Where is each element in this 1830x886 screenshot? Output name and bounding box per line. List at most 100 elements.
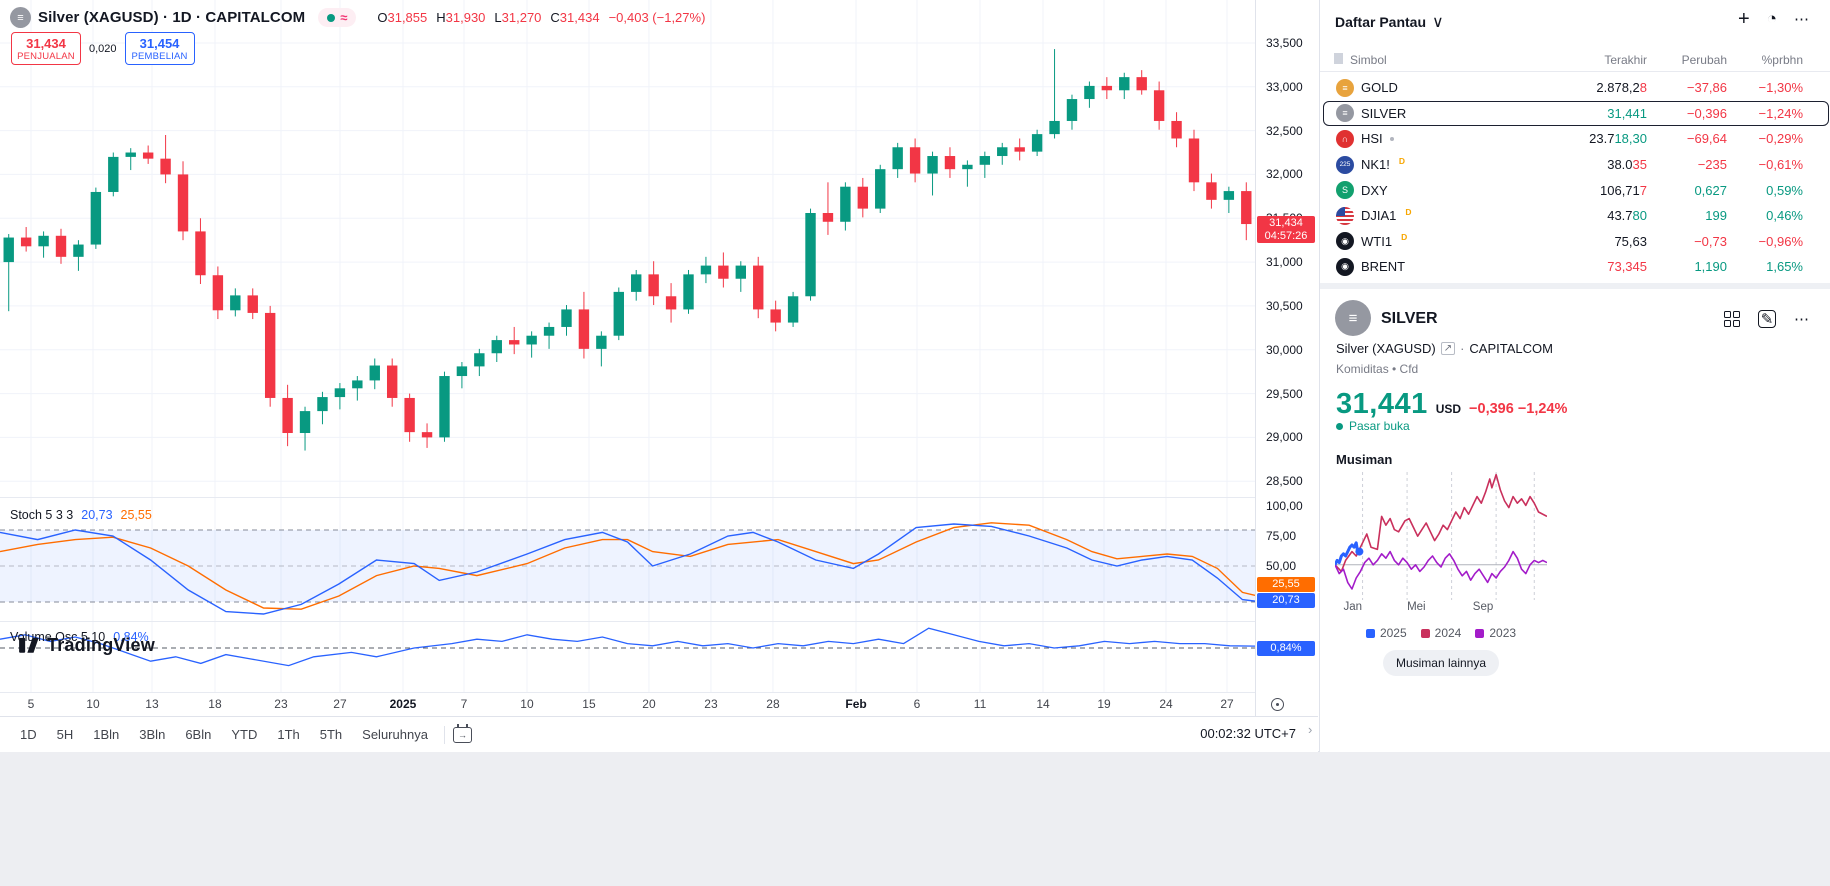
candle-body[interactable] bbox=[439, 376, 450, 438]
candle-body[interactable] bbox=[90, 191, 102, 245]
candle-body[interactable] bbox=[596, 335, 607, 349]
legend-item-2025[interactable]: 2025 bbox=[1365, 626, 1407, 640]
candle-body[interactable] bbox=[247, 295, 258, 313]
candle-body[interactable] bbox=[857, 186, 869, 209]
candle-body[interactable] bbox=[282, 397, 293, 434]
range-button-1d[interactable]: 1D bbox=[20, 727, 37, 742]
candle-body[interactable] bbox=[561, 309, 572, 327]
scroll-to-realtime-icon[interactable] bbox=[1271, 698, 1284, 711]
more-options-icon[interactable]: ⋯ bbox=[1794, 311, 1810, 328]
stoch-legend[interactable]: Stoch 5 3 3 20,73 25,55 bbox=[10, 508, 152, 522]
candle-body[interactable] bbox=[631, 274, 642, 292]
range-button-ytd[interactable]: YTD bbox=[231, 727, 258, 742]
candle-body[interactable] bbox=[1206, 182, 1217, 200]
candle-body[interactable] bbox=[927, 156, 938, 174]
range-button-6bln[interactable]: 6Bln bbox=[185, 727, 212, 742]
range-button-5h[interactable]: 5H bbox=[56, 727, 74, 742]
candle-body[interactable] bbox=[1119, 77, 1130, 91]
candle-body[interactable] bbox=[1241, 191, 1252, 225]
candle-body[interactable] bbox=[700, 265, 712, 275]
candle-body[interactable] bbox=[404, 397, 415, 433]
legend-item-2023[interactable]: 2023 bbox=[1475, 626, 1516, 640]
candle-body[interactable] bbox=[230, 295, 241, 311]
candle-body[interactable] bbox=[718, 265, 729, 279]
symbol-title[interactable]: Silver (XAGUSD) · 1D · CAPITALCOM bbox=[38, 9, 306, 26]
candle-body[interactable] bbox=[456, 366, 468, 377]
add-symbol-icon[interactable]: + bbox=[1738, 8, 1750, 30]
candle-body[interactable] bbox=[979, 156, 991, 165]
range-button-1bln[interactable]: 1Bln bbox=[93, 727, 120, 742]
range-button-3bln[interactable]: 3Bln bbox=[139, 727, 166, 742]
detail-symbol-line[interactable]: Silver (XAGUSD) ↗ · CAPITALCOM bbox=[1336, 341, 1553, 356]
candle-body[interactable] bbox=[840, 186, 851, 222]
chevron-down-icon[interactable]: ∨ bbox=[1432, 14, 1444, 31]
range-button-1th[interactable]: 1Th bbox=[277, 727, 300, 742]
candle-body[interactable] bbox=[1223, 191, 1235, 200]
go-to-date-icon[interactable]: → bbox=[452, 723, 472, 743]
candle-body[interactable] bbox=[386, 365, 398, 398]
watchlist-row-brent[interactable]: ◉ BRENT 73,345 1,190 1,65% bbox=[1320, 254, 1830, 280]
candle-body[interactable] bbox=[892, 147, 903, 170]
sell-button[interactable]: 31,434 PENJUALAN bbox=[11, 32, 81, 65]
buy-button[interactable]: 31,454 PEMBELIAN bbox=[124, 32, 195, 65]
candle-body[interactable] bbox=[38, 235, 49, 247]
candle-body[interactable] bbox=[1084, 85, 1095, 100]
chart-area[interactable]: 33,50033,00032,50032,00031,50031,00030,5… bbox=[0, 0, 1318, 752]
edit-note-icon[interactable]: ✎ bbox=[1758, 310, 1776, 328]
candle-body[interactable] bbox=[1171, 120, 1182, 139]
candle-body[interactable] bbox=[944, 156, 956, 170]
candle-body[interactable] bbox=[1049, 120, 1060, 135]
candle-body[interactable] bbox=[962, 164, 973, 170]
candlestick-chart[interactable] bbox=[0, 0, 1255, 497]
candle-body[interactable] bbox=[299, 411, 311, 434]
candle-body[interactable] bbox=[142, 152, 154, 159]
flag-column-icon[interactable] bbox=[1334, 53, 1343, 64]
watchlist-row-djia1[interactable]: DJIA1 D 43.780 199 0,46% bbox=[1320, 203, 1830, 229]
stochastic-pane[interactable] bbox=[0, 498, 1255, 621]
candle-body[interactable] bbox=[1101, 85, 1113, 91]
pie-chart-icon[interactable]: ◔ bbox=[1766, 9, 1777, 28]
time-axis[interactable]: 5 10 13 18 23 27 2025 7 10 15 20 23 28 Feb 6 11 14 19 24 27 bbox=[0, 693, 1255, 716]
candle-body[interactable] bbox=[212, 275, 224, 311]
price-axis[interactable]: 33,50033,00032,50032,00031,50031,00030,5… bbox=[1255, 0, 1318, 716]
candle-body[interactable] bbox=[1066, 99, 1078, 121]
sidebar-collapse-handle[interactable]: › bbox=[1308, 722, 1313, 737]
candle-body[interactable] bbox=[787, 296, 799, 323]
clock[interactable]: 00:02:32 UTC+7 bbox=[1200, 726, 1296, 741]
candle-body[interactable] bbox=[3, 237, 14, 263]
candle-body[interactable] bbox=[352, 380, 363, 389]
pane-divider[interactable] bbox=[0, 497, 1318, 498]
candle-body[interactable] bbox=[421, 432, 433, 438]
candle-body[interactable] bbox=[334, 388, 346, 398]
candle-body[interactable] bbox=[822, 213, 834, 222]
watchlist-column-headers[interactable]: Simbol Terakhir Perubah %prbhn bbox=[1320, 48, 1830, 72]
candle-body[interactable] bbox=[73, 244, 84, 257]
watchlist-header[interactable]: Daftar Pantau ∨ bbox=[1335, 12, 1444, 32]
candle-body[interactable] bbox=[753, 265, 764, 310]
candle-body[interactable] bbox=[264, 312, 276, 398]
candle-body[interactable] bbox=[875, 169, 886, 209]
candle-body[interactable] bbox=[1188, 138, 1200, 183]
candle-body[interactable] bbox=[160, 158, 171, 175]
legend-item-2024[interactable]: 2024 bbox=[1420, 626, 1461, 640]
candle-body[interactable] bbox=[474, 353, 485, 367]
candle-body[interactable] bbox=[578, 309, 590, 349]
candle-body[interactable] bbox=[125, 152, 136, 157]
candle-body[interactable] bbox=[805, 213, 816, 297]
seasonal-more-button[interactable]: Musiman lainnya bbox=[1382, 650, 1500, 676]
candle-body[interactable] bbox=[1153, 90, 1165, 121]
market-status-pill[interactable]: ≈ bbox=[318, 8, 357, 27]
candle-body[interactable] bbox=[55, 235, 67, 257]
watchlist-row-wti1[interactable]: ◉ WTI1 D 75,63 −0,73 −0,96% bbox=[1320, 229, 1830, 255]
candle-body[interactable] bbox=[648, 274, 659, 297]
external-link-icon[interactable]: ↗ bbox=[1440, 342, 1456, 355]
tradingview-logo[interactable]: TradingView bbox=[18, 634, 155, 656]
watchlist-row-gold[interactable]: ≡ GOLD 2.878,28 −37,86 −1,30% bbox=[1320, 75, 1830, 101]
candle-body[interactable] bbox=[1136, 77, 1147, 91]
layout-grid-icon[interactable] bbox=[1724, 311, 1740, 327]
candle-body[interactable] bbox=[177, 174, 189, 232]
candle-body[interactable] bbox=[997, 147, 1008, 157]
seasonal-chart[interactable] bbox=[1335, 468, 1547, 600]
candle-body[interactable] bbox=[491, 340, 502, 354]
